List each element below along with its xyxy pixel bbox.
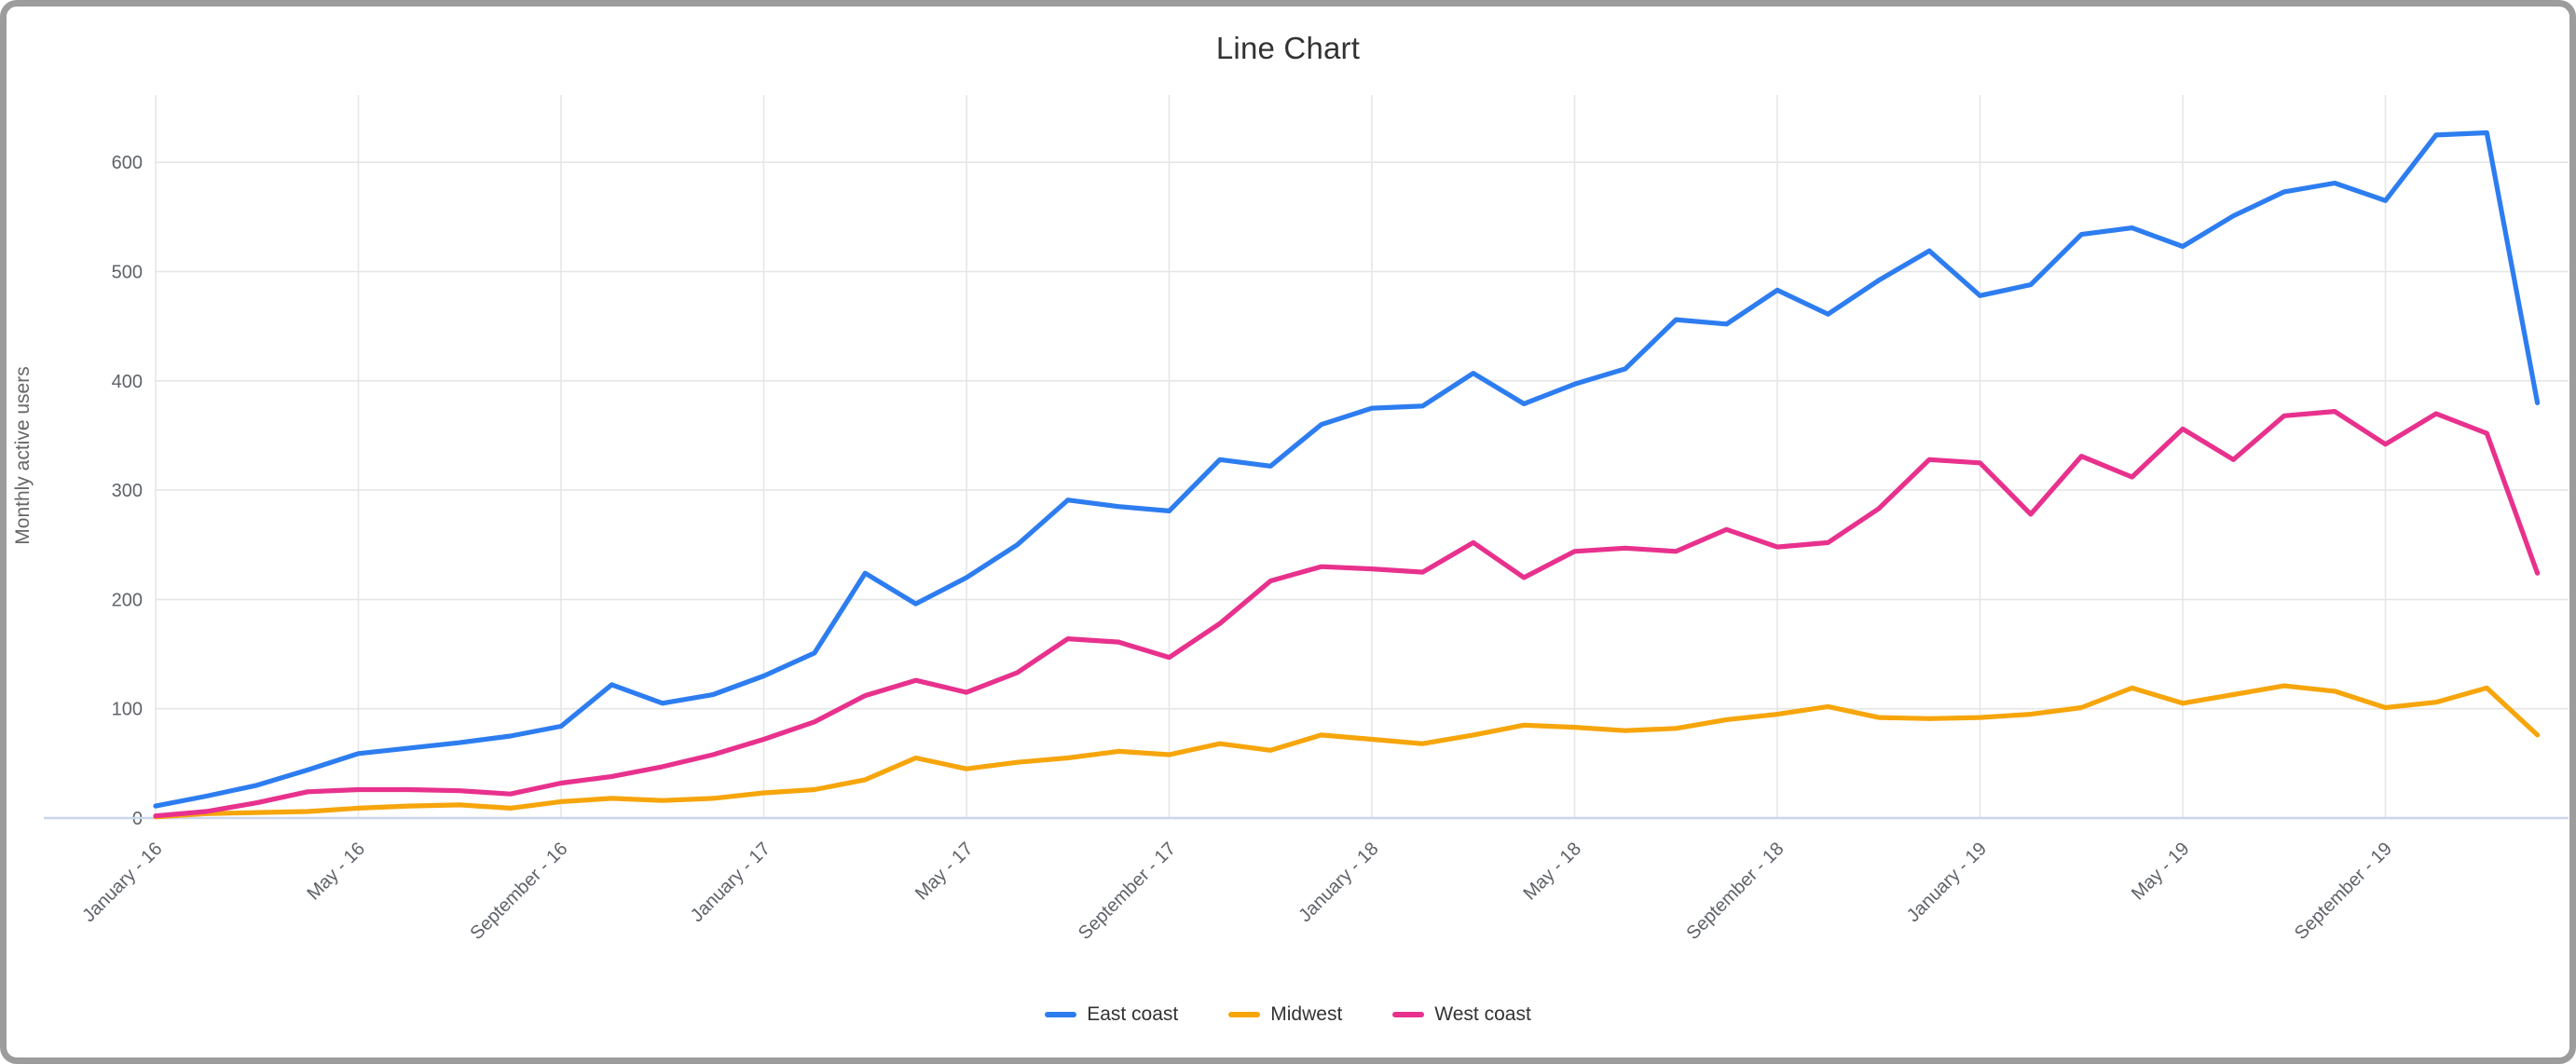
west-coast-line-marker-icon <box>1392 1012 1425 1017</box>
x-tick-label: September - 18 <box>1682 839 1788 944</box>
x-tick-label: September - 19 <box>2291 839 2396 944</box>
x-tick-label: January - 16 <box>78 839 166 926</box>
series-line-east-coast[interactable] <box>153 130 2541 809</box>
legend-item-west-coast[interactable]: West coast <box>1392 1003 1531 1026</box>
x-tick-label: January - 18 <box>1295 839 1382 926</box>
legend-label: East coast <box>1087 1003 1179 1025</box>
x-tick-label: January - 17 <box>687 839 774 926</box>
x-tick-label: May - 19 <box>2128 839 2194 905</box>
x-tick-label: May - 16 <box>303 839 369 905</box>
x-tick-label: May - 18 <box>1519 839 1585 905</box>
legend-label: West coast <box>1434 1003 1531 1025</box>
legend-item-east-coast[interactable]: East coast <box>1045 1003 1178 1026</box>
series-line-midwest[interactable] <box>153 683 2541 820</box>
x-tick-label: May - 17 <box>911 839 978 905</box>
x-tick-label: September - 17 <box>1075 839 1180 944</box>
y-tick-label: 500 <box>112 263 143 283</box>
y-tick-label: 400 <box>112 372 143 392</box>
chart-title: Line Chart <box>1215 31 1361 65</box>
chart-legend: East coast Midwest West coast <box>7 1003 2569 1026</box>
x-tick-label: September - 16 <box>466 839 571 944</box>
legend-item-midwest[interactable]: Midwest <box>1228 1003 1342 1026</box>
x-tick-label: January - 19 <box>1903 839 1991 926</box>
y-tick-label: 300 <box>112 481 143 501</box>
east-coast-line-marker-icon <box>1045 1012 1077 1017</box>
y-tick-label: 200 <box>112 590 143 610</box>
midwest-line-marker-icon <box>1228 1012 1261 1017</box>
series-line-west-coast[interactable] <box>153 409 2541 819</box>
y-tick-label: 600 <box>112 153 143 173</box>
legend-label: Midwest <box>1270 1003 1343 1025</box>
y-tick-label: 100 <box>112 700 143 720</box>
